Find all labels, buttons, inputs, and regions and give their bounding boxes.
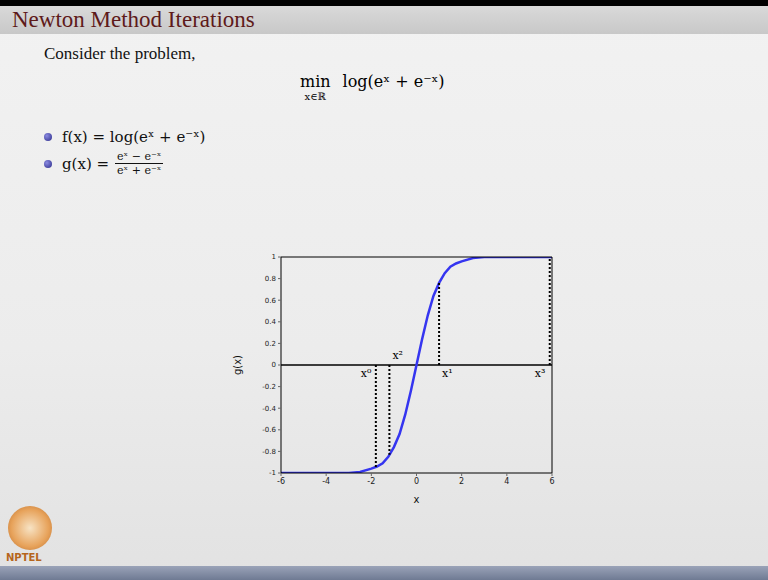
html-text:g(x) =: g(x) = — [62, 154, 110, 173]
svg-text:x¹: x¹ — [442, 367, 453, 380]
html-text:eˣ − e⁻ˣ: eˣ − e⁻ˣ — [117, 150, 162, 163]
svg-text:-6: -6 — [277, 477, 285, 486]
svg-text:x: x — [414, 494, 420, 505]
svg-text:x²: x² — [392, 349, 403, 362]
svg-text:0.4: 0.4 — [265, 318, 277, 326]
svg-text:g(x): g(x) — [232, 355, 243, 375]
html-text:log(eˣ + e⁻ˣ): log(eˣ + e⁻ˣ) — [342, 72, 445, 91]
html-text:eˣ + e⁻ˣ: eˣ + e⁻ˣ — [117, 164, 162, 177]
html-text:min: min — [300, 72, 331, 91]
svg-text:-0.6: -0.6 — [262, 426, 276, 434]
svg-text:-2: -2 — [367, 477, 375, 486]
html-text:f(x) = log(eˣ + e⁻ˣ): f(x) = log(eˣ + e⁻ˣ) — [62, 128, 206, 146]
html-text:NPTEL: NPTEL — [6, 552, 42, 563]
svg-text:-4: -4 — [322, 477, 330, 486]
html-text:x∈ℝ: x∈ℝ — [304, 91, 326, 102]
svg-text:0.6: 0.6 — [265, 297, 277, 305]
html-text:Newton Method Iterations: Newton Method Iterations — [12, 7, 255, 32]
svg-text:0: 0 — [414, 477, 419, 486]
svg-text:4: 4 — [504, 477, 509, 486]
svg-text:x³: x³ — [535, 367, 546, 380]
svg-text:-0.8: -0.8 — [262, 448, 276, 456]
svg-text:0.2: 0.2 — [265, 340, 276, 348]
svg-text:-0.2: -0.2 — [262, 383, 276, 391]
svg-text:-0.4: -0.4 — [262, 405, 276, 413]
svg-text:0: 0 — [272, 361, 276, 369]
svg-text:x⁰: x⁰ — [361, 367, 372, 380]
svg-text:-1: -1 — [269, 469, 276, 477]
svg-text:0.8: 0.8 — [265, 275, 276, 283]
html-text:Consider the problem,: Consider the problem, — [44, 44, 196, 63]
svg-text:6: 6 — [549, 477, 554, 486]
svg-text:1: 1 — [272, 253, 276, 261]
svg-text:2: 2 — [459, 477, 464, 486]
